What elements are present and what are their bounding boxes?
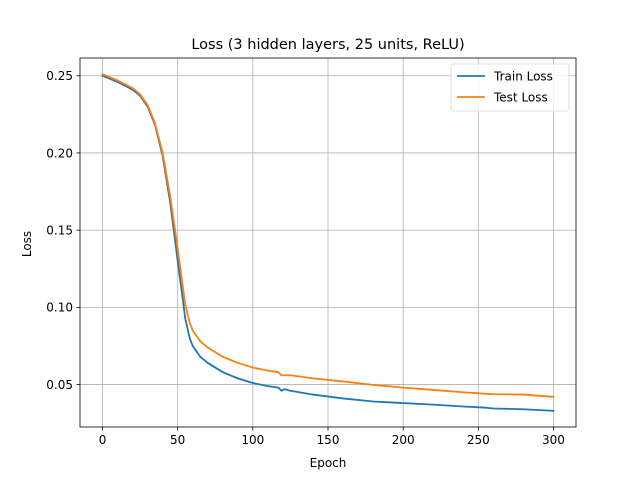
grid-lines <box>80 58 576 427</box>
y-tick-label: 0.05 <box>46 378 73 392</box>
x-tick-label: 50 <box>170 433 185 447</box>
x-tick-label: 250 <box>467 433 490 447</box>
train-loss-legend-label: Train Loss <box>493 69 553 83</box>
chart-title: Loss (3 hidden layers, 25 units, ReLU) <box>191 37 464 53</box>
y-tick-label: 0.20 <box>46 146 73 160</box>
test-loss-line <box>101 73 555 398</box>
legend: Train Loss Test Loss <box>450 63 570 112</box>
test-loss-legend-label: Test Loss <box>493 90 548 104</box>
x-tick-label: 0 <box>99 433 107 447</box>
x-tick-label: 200 <box>392 433 415 447</box>
x-tick-label: 100 <box>241 433 264 447</box>
x-axis-ticks: 0 50 100 150 200 250 300 <box>99 427 565 447</box>
x-tick-label: 300 <box>542 433 565 447</box>
plot-lines <box>101 73 555 412</box>
y-axis-ticks: 0.05 0.10 0.15 0.20 0.25 <box>46 69 80 392</box>
x-axis-label: Epoch <box>310 456 347 470</box>
y-tick-label: 0.10 <box>46 301 73 315</box>
y-axis-label: Loss <box>20 231 34 257</box>
y-tick-label: 0.25 <box>46 69 73 83</box>
x-tick-label: 150 <box>317 433 340 447</box>
y-tick-label: 0.15 <box>46 223 73 237</box>
